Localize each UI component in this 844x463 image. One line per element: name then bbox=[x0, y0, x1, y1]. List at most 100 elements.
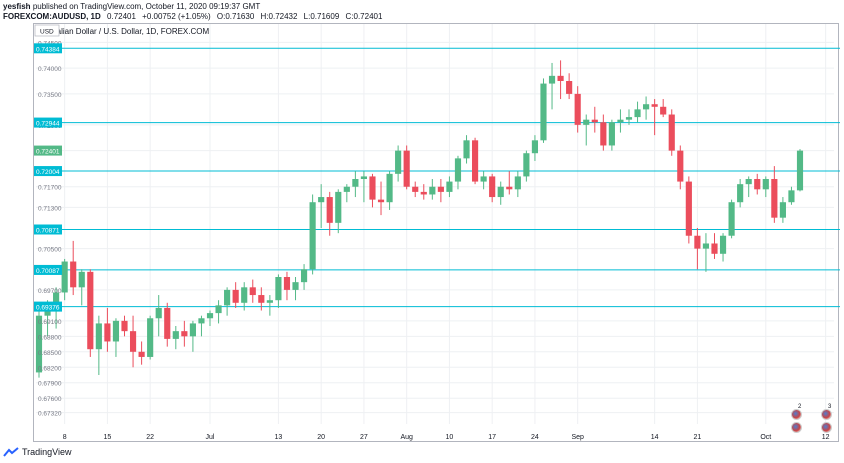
x-axis-tick-label: 17 bbox=[488, 434, 496, 441]
candle-down bbox=[164, 307, 171, 339]
low-value: L:0.71609 bbox=[303, 12, 340, 21]
candle-down bbox=[754, 179, 761, 190]
candle-down bbox=[181, 331, 188, 337]
candlestick-chart[interactable]: Australian Dollar / U.S. Dollar, 1D, FOR… bbox=[34, 24, 840, 443]
candle-up bbox=[728, 202, 735, 236]
level-price-label: 0.70871 bbox=[36, 227, 60, 234]
candle-down bbox=[574, 93, 581, 125]
candle-up bbox=[53, 292, 60, 306]
candle-up bbox=[643, 104, 650, 110]
candle-up bbox=[480, 176, 487, 182]
candle-up bbox=[300, 269, 308, 283]
candle-up bbox=[198, 318, 205, 324]
x-axis-tick-label: 22 bbox=[146, 434, 154, 441]
candle-down bbox=[437, 186, 444, 192]
candle-up bbox=[309, 202, 316, 270]
level-price-tag bbox=[34, 264, 62, 275]
published-text: published on TradingView.com, October 11… bbox=[32, 2, 261, 11]
y-axis-tick-label: 0.68800 bbox=[38, 334, 62, 341]
candle-up bbox=[95, 323, 102, 350]
candle-up bbox=[429, 186, 436, 195]
candle-down bbox=[711, 243, 718, 254]
level-price-label: 0.74384 bbox=[36, 46, 60, 53]
candle-up bbox=[335, 191, 342, 223]
x-axis-tick-label: 15 bbox=[104, 434, 112, 441]
candle-up bbox=[266, 300, 273, 303]
candle-down bbox=[283, 277, 291, 290]
y-axis-tick-label: 0.69700 bbox=[38, 288, 62, 295]
candle-up bbox=[514, 176, 521, 190]
x-axis-tick-label: Aug bbox=[400, 434, 413, 441]
candle-down bbox=[677, 150, 684, 182]
brand-name: TradingView bbox=[22, 447, 72, 457]
x-axis-tick-label: Jul bbox=[206, 434, 215, 441]
chart-frame[interactable]: Australian Dollar / U.S. Dollar, 1D, FOR… bbox=[33, 23, 840, 443]
footer: TradingView bbox=[3, 447, 72, 457]
candle-up bbox=[292, 282, 299, 290]
candle-down bbox=[685, 181, 692, 236]
x-axis-tick-label: Sep bbox=[571, 434, 584, 441]
x-axis-tick-label: 13 bbox=[275, 434, 283, 441]
level-price-label: 0.70087 bbox=[36, 268, 60, 275]
candle-up bbox=[215, 305, 222, 314]
economic-event-flag-icon[interactable] bbox=[821, 409, 832, 420]
economic-event-flag-icon[interactable] bbox=[791, 422, 802, 433]
level-price-label: 0.72004 bbox=[36, 169, 60, 176]
candle-up bbox=[737, 184, 744, 203]
x-axis-tick-label: 10 bbox=[446, 434, 454, 441]
x-axis-tick-label: 14 bbox=[651, 434, 659, 441]
candle-up bbox=[155, 307, 162, 319]
candle-up bbox=[497, 186, 504, 198]
y-axis-tick-label: 0.70500 bbox=[38, 247, 62, 254]
candle-down bbox=[660, 106, 667, 115]
y-axis-tick-label: 0.73500 bbox=[38, 92, 62, 99]
candle-up bbox=[78, 271, 85, 288]
chart-title: Australian Dollar / U.S. Dollar, 1D, FOR… bbox=[38, 27, 209, 36]
candle-up bbox=[172, 331, 179, 339]
candle-up bbox=[446, 181, 453, 192]
candle-down bbox=[472, 140, 479, 182]
level-price-label: 0.69376 bbox=[36, 305, 60, 312]
economic-event-flag-icon[interactable] bbox=[821, 422, 832, 433]
candle-down bbox=[420, 191, 427, 195]
candle-up bbox=[275, 277, 282, 301]
candle-up bbox=[617, 119, 624, 123]
level-price-tag bbox=[34, 43, 62, 54]
y-axis-tick-label: 0.71300 bbox=[38, 205, 62, 212]
economic-event-flag-icon[interactable] bbox=[791, 409, 802, 420]
candle-down bbox=[138, 351, 145, 357]
x-axis-tick-label: 12 bbox=[822, 434, 830, 441]
tradingview-logo-icon bbox=[3, 447, 19, 457]
candle-down bbox=[369, 176, 376, 200]
candle-up bbox=[395, 150, 402, 174]
candle-up bbox=[224, 289, 231, 306]
candle-down bbox=[771, 179, 778, 218]
candle-up bbox=[548, 75, 556, 84]
candle-down bbox=[87, 271, 94, 350]
level-price-tag bbox=[34, 117, 62, 128]
last-price-text: 0.72401 bbox=[107, 12, 136, 21]
x-axis-tick-label: 21 bbox=[693, 434, 701, 441]
author-name: yesfish bbox=[3, 2, 31, 11]
candle-down bbox=[489, 176, 496, 198]
level-price-tag bbox=[34, 166, 62, 177]
candle-up bbox=[454, 158, 462, 182]
y-axis-tick-label: 0.67320 bbox=[38, 411, 62, 418]
level-price-tag bbox=[34, 301, 62, 312]
x-axis-tick-label: Oct bbox=[760, 434, 771, 441]
candle-up bbox=[779, 202, 786, 218]
candle-down bbox=[70, 261, 77, 288]
currency-label: USD bbox=[40, 29, 54, 36]
candle-down bbox=[326, 197, 333, 223]
y-axis-tick-label: 0.68500 bbox=[38, 350, 62, 357]
price-change-text: +0.00752 (+1.05%) bbox=[142, 12, 211, 21]
y-axis-tick-label: 0.67600 bbox=[38, 396, 62, 403]
candle-up bbox=[719, 235, 727, 254]
symbol-info-bar: FOREXCOM:AUDUSD, 1D 0.72401 +0.00752 (+1… bbox=[3, 12, 386, 21]
candle-down bbox=[694, 235, 701, 249]
candle-down bbox=[403, 150, 410, 187]
candle-down bbox=[566, 81, 573, 94]
x-axis-tick-label: 24 bbox=[531, 434, 539, 441]
x-axis-tick-label: 20 bbox=[317, 434, 325, 441]
y-axis-tick-label: 0.68200 bbox=[38, 365, 62, 372]
